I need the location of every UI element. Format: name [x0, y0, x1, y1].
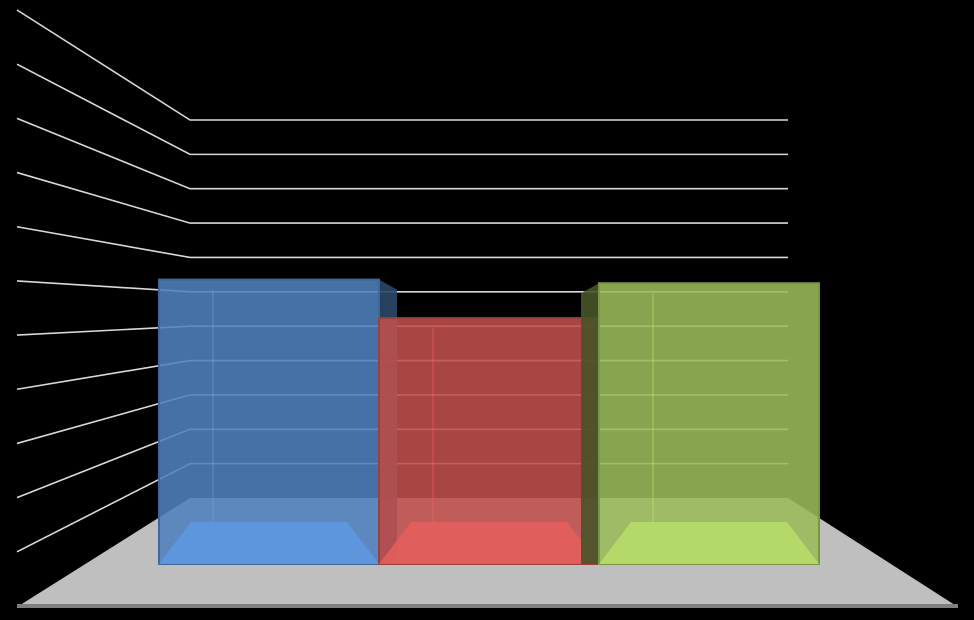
bars-layer — [158, 278, 820, 565]
gridline — [16, 171, 788, 224]
bar-bottom-face — [379, 522, 599, 564]
bar — [378, 317, 600, 565]
bar-front-face — [158, 278, 380, 565]
gridline — [16, 63, 788, 156]
bar — [581, 282, 820, 565]
gridline — [16, 225, 788, 259]
gridline — [16, 9, 788, 121]
chart-floor-edge — [17, 604, 958, 608]
gridline — [16, 117, 788, 190]
bar-bottom-face — [159, 522, 379, 564]
bar-side-face — [581, 283, 599, 564]
bar-front-face — [598, 282, 820, 565]
bar — [158, 278, 397, 565]
bar-bottom-face — [599, 522, 819, 564]
